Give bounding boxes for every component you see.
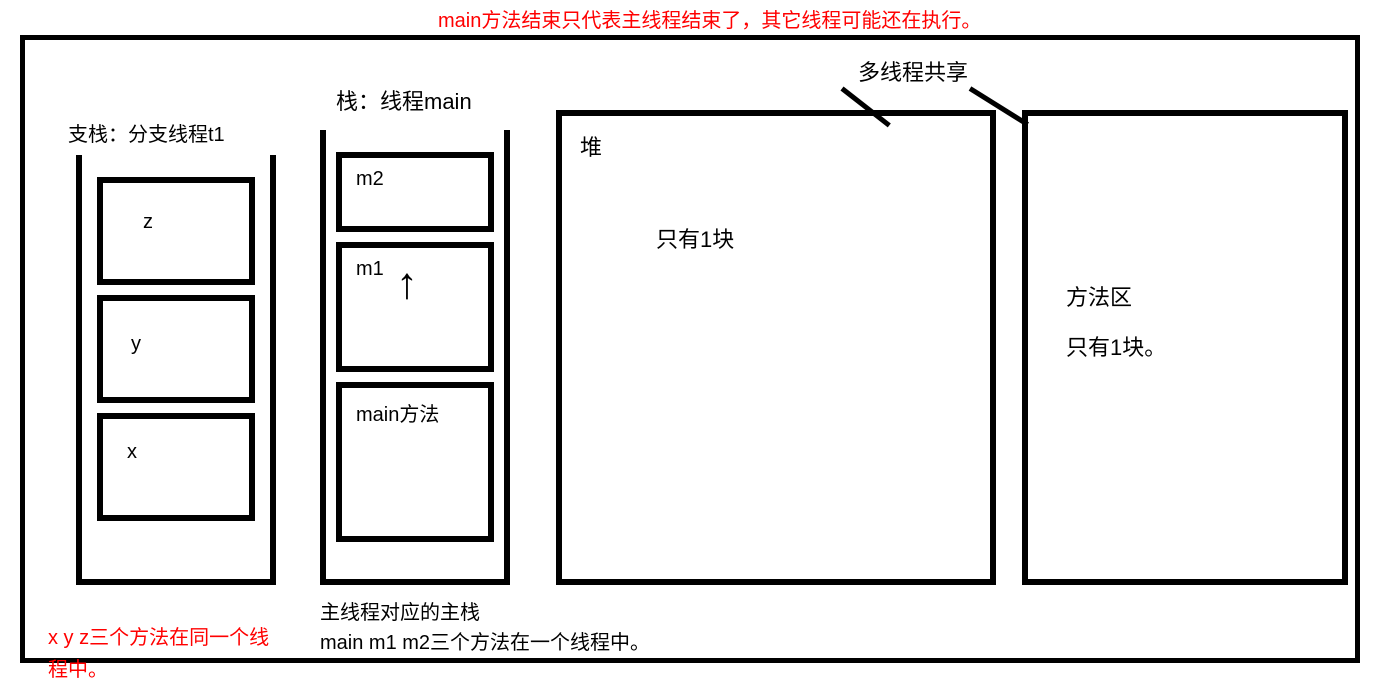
frame-main-method: main方法	[336, 382, 494, 542]
note-main-line2: main m1 m2三个方法在一个线程中。	[320, 628, 650, 658]
note-main: 主线程对应的主栈 main m1 m2三个方法在一个线程中。	[320, 598, 650, 658]
shared-label: 多线程共享	[858, 55, 968, 87]
frame-m2: m2	[336, 152, 494, 232]
heap-text: 只有1块	[656, 222, 972, 254]
arrow-up-icon: ↑	[396, 262, 418, 306]
stack-main-label: 栈：线程main	[336, 84, 472, 116]
stack-main: m2 m1 ↑ main方法	[320, 130, 510, 585]
stack-t1: z y x	[76, 155, 276, 585]
top-note: main方法结束只代表主线程结束了，其它线程可能还在执行。	[438, 4, 981, 33]
note-main-line1: 主线程对应的主栈	[320, 598, 650, 628]
frame-x: x	[97, 413, 255, 521]
frame-y: y	[97, 295, 255, 403]
method-area-box: 方法区 只有1块。	[1022, 110, 1348, 585]
heap-title: 堆	[580, 130, 972, 162]
method-area-title: 方法区	[1066, 280, 1324, 312]
stack-t1-label: 支栈：分支线程t1	[68, 118, 225, 147]
method-area-text: 只有1块。	[1066, 330, 1324, 362]
note-xyz: x y z三个方法在同一个线程中。	[48, 622, 278, 686]
frame-z: z	[97, 177, 255, 285]
heap-box: 堆 只有1块	[556, 110, 996, 585]
frame-m1-label: m1	[356, 258, 384, 280]
frame-m1: m1 ↑	[336, 242, 494, 372]
